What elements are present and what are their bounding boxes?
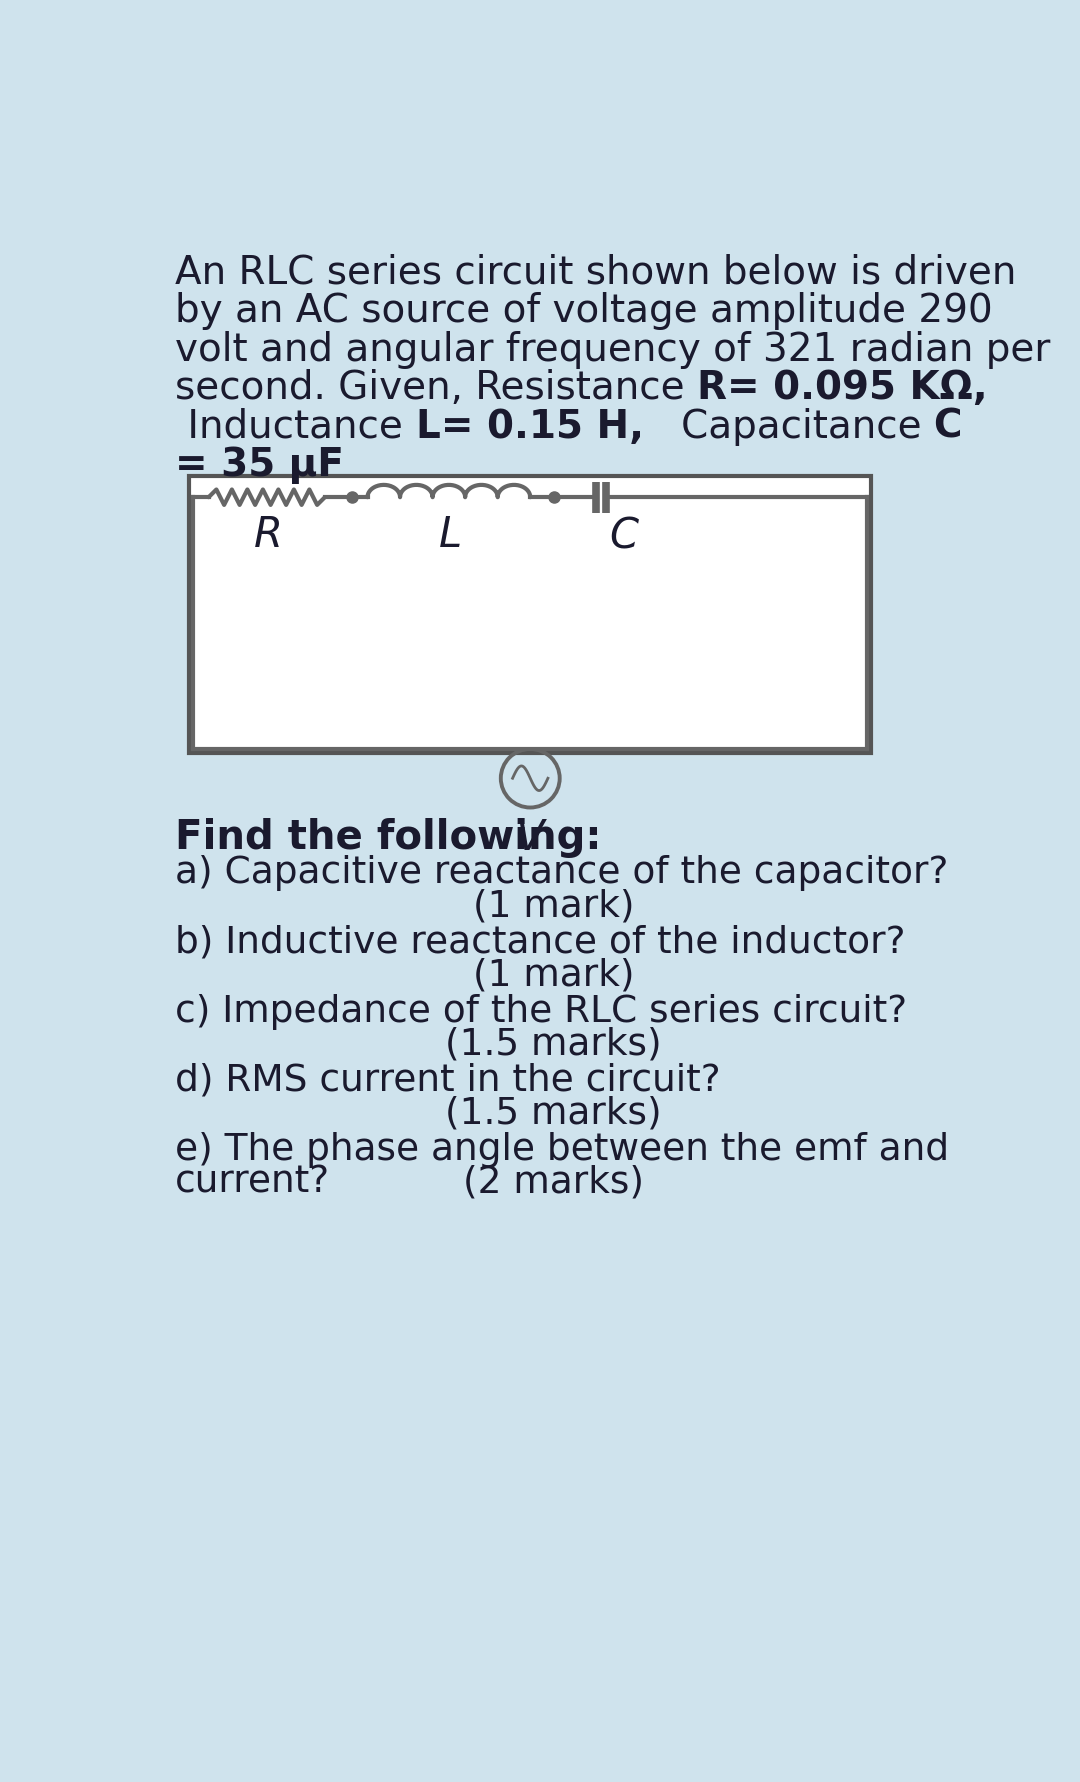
Text: (1 mark): (1 mark) xyxy=(473,887,634,925)
Text: $R$: $R$ xyxy=(253,515,280,556)
Text: = 35 μF: = 35 μF xyxy=(175,446,345,485)
Text: by an AC source of voltage amplitude 290: by an AC source of voltage amplitude 290 xyxy=(175,292,993,330)
Text: b) Inductive reactance of the inductor?: b) Inductive reactance of the inductor? xyxy=(175,925,906,960)
Text: Capacitance: Capacitance xyxy=(644,408,933,446)
Text: (1.5 marks): (1.5 marks) xyxy=(445,1026,662,1062)
Text: (1 mark): (1 mark) xyxy=(473,957,634,993)
Text: volt and angular frequency of 321 radian per: volt and angular frequency of 321 radian… xyxy=(175,331,1051,369)
Text: d) RMS current in the circuit?: d) RMS current in the circuit? xyxy=(175,1062,721,1098)
Text: L= 0.15 H,: L= 0.15 H, xyxy=(416,408,644,446)
Text: C: C xyxy=(933,408,962,446)
Text: second. Given, Resistance: second. Given, Resistance xyxy=(175,369,698,408)
Text: R= 0.095 KΩ,: R= 0.095 KΩ, xyxy=(698,369,988,408)
Text: $L$: $L$ xyxy=(437,515,460,556)
Text: Find the following:: Find the following: xyxy=(175,818,602,859)
Text: c) Impedance of the RLC series circuit?: c) Impedance of the RLC series circuit? xyxy=(175,994,907,1030)
Text: $V$: $V$ xyxy=(515,816,549,859)
Text: current?: current? xyxy=(175,1164,330,1199)
Text: (1.5 marks): (1.5 marks) xyxy=(445,1096,662,1132)
Text: a) Capacitive reactance of the capacitor?: a) Capacitive reactance of the capacitor… xyxy=(175,855,948,891)
Bar xyxy=(189,476,872,752)
Text: An RLC series circuit shown below is driven: An RLC series circuit shown below is dri… xyxy=(175,253,1016,292)
Text: $C$: $C$ xyxy=(609,515,639,556)
Text: Inductance: Inductance xyxy=(175,408,416,446)
Text: e) The phase angle between the emf and: e) The phase angle between the emf and xyxy=(175,1132,949,1167)
Text: (2 marks): (2 marks) xyxy=(463,1164,644,1199)
